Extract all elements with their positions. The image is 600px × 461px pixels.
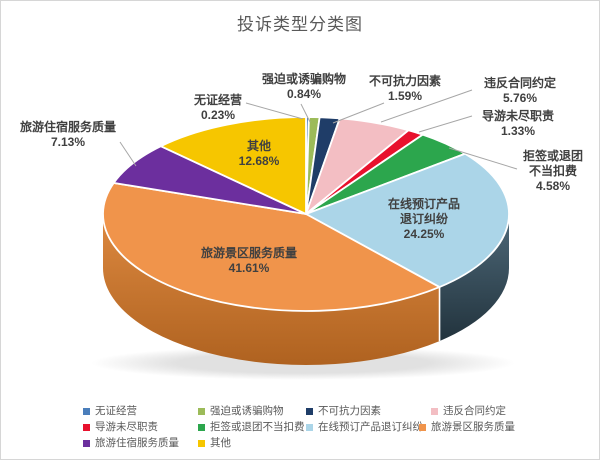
slice-label-text: 退订纠纷	[399, 212, 449, 226]
legend-item-6[interactable]: 在线预订产品退订纠纷	[306, 421, 423, 433]
legend-label: 在线预订产品退订纠纷	[318, 421, 423, 433]
chart-title: 投诉类型分类图	[237, 15, 363, 34]
slice-label-7: 旅游景区服务质量 41.61%	[201, 246, 297, 276]
slice-label-percent: 0.84%	[286, 87, 322, 101]
legend-marker	[83, 407, 90, 415]
legend-marker	[431, 407, 438, 415]
legend-item-2[interactable]: 不可抗力因素	[306, 405, 381, 417]
legend-label: 强迫或诱骗购物	[210, 405, 284, 417]
legend-marker	[198, 407, 205, 415]
slice-label-percent: 1.33%	[500, 124, 536, 138]
slice-label-text: 强迫或诱骗购物	[261, 72, 347, 86]
slice-label-text: 不当扣费	[528, 164, 578, 178]
slice-label-percent: 41.61%	[228, 261, 270, 275]
legend-label: 导游未尽职责	[95, 421, 158, 433]
pie-slice-7[interactable]	[102, 182, 441, 312]
slice-label-text: 导游未尽职责	[481, 109, 555, 123]
slice-label-5: 拒签或退团 不当扣费 4.58%	[523, 149, 583, 194]
legend-marker	[419, 423, 426, 431]
legend-item-0[interactable]: 无证经营	[83, 405, 137, 417]
slice-label-text: 其他	[246, 139, 272, 153]
slice-label-1: 强迫或诱骗购物 0.84%	[262, 72, 346, 102]
leader-line-1	[300, 103, 311, 123]
legend-item-5[interactable]: 拒签或退团不当扣费	[198, 421, 305, 433]
slice-label-percent: 24.25%	[403, 227, 445, 241]
slice-label-0: 无证经营 0.23%	[194, 93, 242, 123]
slice-label-text: 拒签或退团	[522, 149, 584, 163]
legend-marker	[198, 423, 205, 431]
pie-slice-side-6	[439, 214, 509, 342]
legend-item-9[interactable]: 其他	[198, 437, 231, 449]
legend-item-4[interactable]: 导游未尽职责	[83, 421, 158, 433]
slice-label-percent: 4.58%	[535, 179, 571, 193]
pie-slice-6[interactable]	[305, 152, 510, 288]
legend-marker	[306, 407, 313, 415]
slice-label-text: 无证经营	[193, 93, 243, 107]
legend-label: 其他	[210, 437, 231, 449]
legend-label: 拒签或退团不当扣费	[210, 421, 305, 433]
legend-marker	[198, 439, 205, 447]
legend-item-3[interactable]: 违反合同约定	[431, 405, 506, 417]
legend-marker	[306, 423, 313, 431]
legend-label: 不可抗力因素	[318, 405, 381, 417]
slice-label-percent: 0.23%	[200, 108, 236, 122]
leader-line-3	[380, 89, 473, 123]
slice-label-3: 违反合同约定 5.76%	[484, 76, 556, 106]
slice-label-text: 旅游景区服务质量	[200, 246, 298, 260]
legend-marker	[83, 439, 90, 447]
leader-line-8	[119, 141, 137, 167]
slice-label-percent: 1.59%	[387, 89, 423, 103]
pie-slice-9[interactable]	[159, 116, 307, 215]
legend-label: 无证经营	[95, 405, 137, 417]
legend-item-8[interactable]: 旅游住宿服务质量	[83, 437, 179, 449]
legend-label: 违反合同约定	[443, 405, 506, 417]
slice-label-text: 旅游住宿服务质量	[19, 120, 117, 134]
pie-slice-side-7	[103, 214, 440, 365]
legend-label: 旅游景区服务质量	[431, 421, 515, 433]
slice-label-2: 不可抗力因素 1.59%	[369, 74, 441, 104]
slice-label-percent: 12.68%	[238, 154, 280, 168]
slice-label-4: 导游未尽职责 1.33%	[482, 109, 554, 139]
slice-label-text: 在线预订产品	[387, 197, 461, 211]
slice-label-9: 其他 12.68%	[239, 139, 280, 169]
leader-line-5	[448, 147, 518, 170]
leader-line-4	[418, 115, 473, 133]
leader-line-0	[245, 102, 304, 120]
slice-label-text: 违反合同约定	[483, 76, 557, 90]
legend-marker	[83, 423, 90, 431]
legend-item-1[interactable]: 强迫或诱骗购物	[198, 405, 284, 417]
slice-label-6: 在线预订产品 退订纠纷 24.25%	[388, 197, 460, 242]
leader-line-2	[332, 102, 385, 124]
slice-label-percent: 7.13%	[50, 135, 86, 149]
slice-label-8: 旅游住宿服务质量 7.13%	[20, 120, 116, 150]
legend-item-7[interactable]: 旅游景区服务质量	[419, 421, 515, 433]
slice-label-percent: 5.76%	[502, 91, 538, 105]
slice-label-text: 不可抗力因素	[368, 74, 442, 88]
legend-label: 旅游住宿服务质量	[95, 437, 179, 449]
